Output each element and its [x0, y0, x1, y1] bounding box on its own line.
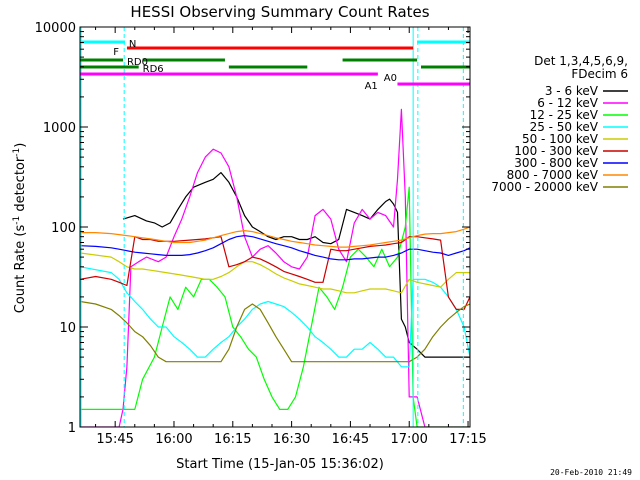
legend-label: 12 - 25 keV — [530, 108, 599, 122]
legend-header-line-1: Det 1,3,4,5,6,9, — [534, 54, 628, 68]
series-line-6to12keV — [80, 108, 470, 427]
x-axis: 15:45 16:00 16:15 16:30 16:45 17:00 17:15 — [95, 27, 487, 447]
y-tick-label: 10 — [59, 321, 76, 336]
x-tick-label: 15:45 — [96, 432, 133, 447]
legend-label: 50 - 100 keV — [522, 132, 599, 146]
y-tick-label: 10000 — [35, 21, 76, 36]
series-line-7000to20000keV — [80, 300, 470, 363]
series-line-25to50keV — [80, 266, 470, 368]
legend-label: 800 - 7000 keV — [507, 168, 599, 182]
footer-date: 20-Feb-2010 21:49 — [550, 468, 632, 477]
y-tick-label: 1000 — [43, 121, 76, 136]
series-line-800to7000keV — [80, 226, 470, 248]
y-axis-label-part: Count Rate (s — [13, 225, 28, 314]
series-line-50to100keV — [80, 252, 470, 294]
legend-label: 25 - 50 keV — [530, 120, 599, 134]
y-axis-label-sup: -1 — [12, 148, 22, 157]
plot-area — [80, 27, 470, 427]
series-line-100to300keV — [80, 236, 470, 310]
y-axis: 1 10 100 1000 10000 — [35, 21, 470, 436]
x-tick-label: 17:15 — [449, 432, 486, 447]
series-line-300to800keV — [80, 235, 470, 261]
x-tick-label: 16:30 — [273, 432, 310, 447]
x-tick-label: 17:00 — [390, 432, 427, 447]
legend-label: 100 - 300 keV — [514, 144, 598, 158]
x-tick-label: 16:00 — [155, 432, 192, 447]
legend-label: 7000 - 20000 keV — [491, 180, 598, 194]
legend-label: 6 - 12 keV — [537, 96, 599, 110]
flag-label-f: F — [113, 47, 119, 58]
y-tick-label: 1 — [68, 421, 76, 436]
x-tick-label: 16:15 — [214, 432, 251, 447]
legend-label: 300 - 800 keV — [514, 156, 598, 170]
y-axis-label-part: detector — [13, 156, 28, 216]
flag-label-n: N — [129, 39, 136, 50]
y-tick-label: 100 — [51, 221, 76, 236]
flag-label-rd0: RD0 — [127, 57, 148, 68]
legend-label: 3 - 6 keV — [545, 84, 599, 98]
y-axis-label: Count Rate (s-1 detector-1) — [12, 143, 28, 314]
plot-frame — [79, 26, 471, 428]
flag-label-rd6: RD6 — [143, 64, 164, 75]
y-axis-label-part: ) — [13, 143, 28, 148]
legend-header-line-2: FDecim 6 — [571, 67, 628, 81]
flag-label-a0: A0 — [384, 73, 397, 84]
series-line-12to25keV — [80, 186, 470, 427]
chart-title: HESSI Observing Summary Count Rates — [130, 3, 429, 21]
y-axis-label-sup: -1 — [12, 216, 22, 225]
x-tick-label: 16:45 — [332, 432, 369, 447]
flag-label-a1: A1 — [365, 81, 378, 92]
x-axis-label: Start Time (15-Jan-05 15:36:02) — [176, 457, 384, 472]
